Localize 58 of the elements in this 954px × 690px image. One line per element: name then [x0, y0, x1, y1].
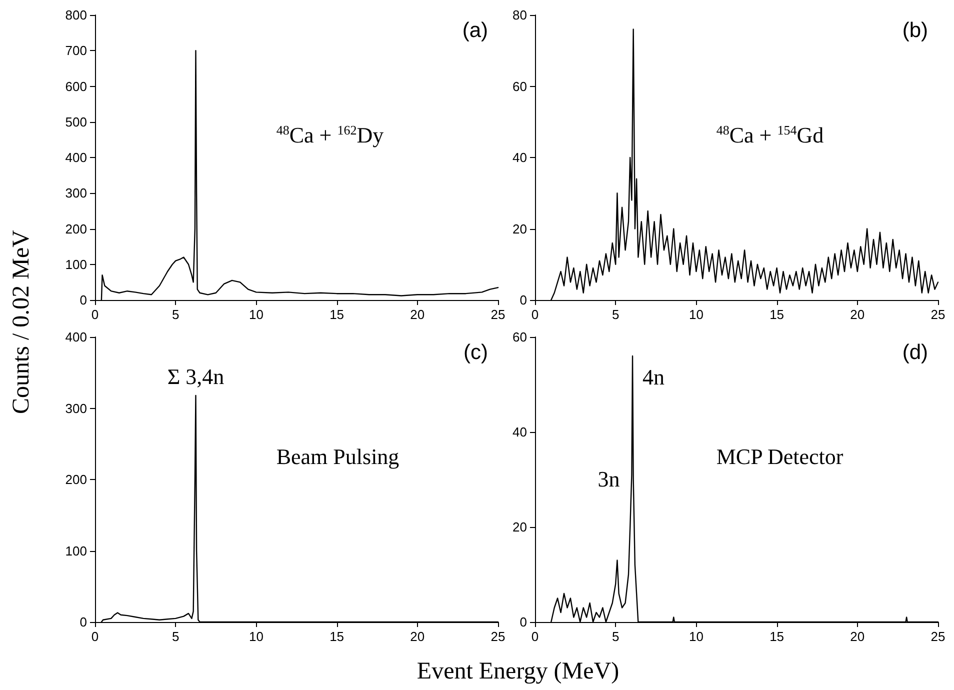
y-tick-label: 400	[65, 150, 87, 165]
annotation: (c)	[464, 341, 488, 364]
annotation: (a)	[462, 19, 488, 42]
annotation: (b)	[902, 19, 928, 42]
x-tick-label: 15	[330, 307, 344, 322]
y-axis-title: Counts / 0.02 MeV	[8, 230, 36, 414]
x-tick-label: 15	[770, 629, 784, 644]
annotation: MCP Detector	[716, 444, 844, 469]
y-tick-label: 60	[512, 330, 527, 344]
y-tick-label: 40	[512, 424, 527, 440]
y-tick-label: 0	[520, 292, 527, 308]
x-tick-label: 0	[531, 307, 539, 322]
annotation: 3n	[598, 466, 620, 492]
y-tick-label: 100	[65, 256, 87, 272]
y-tick-label: 500	[65, 114, 87, 130]
y-tick-label: 100	[65, 543, 87, 558]
x-tick-label: 5	[172, 629, 180, 644]
y-tick-label: 200	[65, 472, 87, 487]
x-tick-label: 0	[531, 629, 539, 644]
x-tick-label: 25	[490, 629, 506, 644]
x-tick-label: 10	[688, 307, 704, 322]
y-tick-label: 300	[65, 186, 87, 201]
y-tick-label: 700	[65, 43, 87, 58]
x-tick-label: 20	[410, 629, 425, 644]
y-tick-label: 600	[65, 78, 87, 94]
y-tick-label: 20	[512, 520, 527, 534]
y-tick-label: 60	[512, 78, 527, 94]
annotation: Σ 3,4n	[167, 364, 224, 389]
annotation: 4n	[642, 364, 665, 390]
y-tick-label: 80	[512, 8, 527, 22]
y-tick-label: 0	[80, 292, 87, 308]
x-tick-label: 0	[91, 307, 99, 322]
x-tick-label: 5	[612, 629, 620, 644]
y-tick-label: 0	[520, 614, 527, 630]
y-tick-label: 0	[80, 614, 87, 630]
x-tick-label: 20	[850, 629, 865, 644]
x-tick-label: 10	[248, 629, 264, 644]
y-tick-label: 20	[512, 221, 527, 236]
x-tick-label: 10	[688, 629, 704, 644]
annotation: Beam Pulsing	[276, 444, 400, 469]
x-tick-label: 20	[410, 307, 425, 322]
y-tick-label: 200	[65, 221, 87, 236]
x-axis-title: Event Energy (MeV)	[416, 658, 620, 686]
x-tick-label: 5	[172, 307, 180, 322]
y-tick-label: 40	[512, 150, 527, 165]
x-tick-label: 20	[850, 307, 865, 322]
x-tick-label: 25	[930, 629, 946, 644]
x-tick-label: 15	[330, 629, 344, 644]
x-tick-label: 5	[612, 307, 620, 322]
x-tick-label: 15	[770, 307, 784, 322]
y-tick-label: 800	[65, 8, 87, 22]
x-tick-label: 25	[490, 307, 506, 322]
x-tick-label: 0	[91, 629, 99, 644]
x-tick-label: 10	[248, 307, 264, 322]
y-tick-label: 400	[65, 330, 87, 344]
annotation: (d)	[902, 341, 928, 364]
x-tick-label: 25	[930, 307, 946, 322]
y-tick-label: 300	[65, 400, 87, 416]
